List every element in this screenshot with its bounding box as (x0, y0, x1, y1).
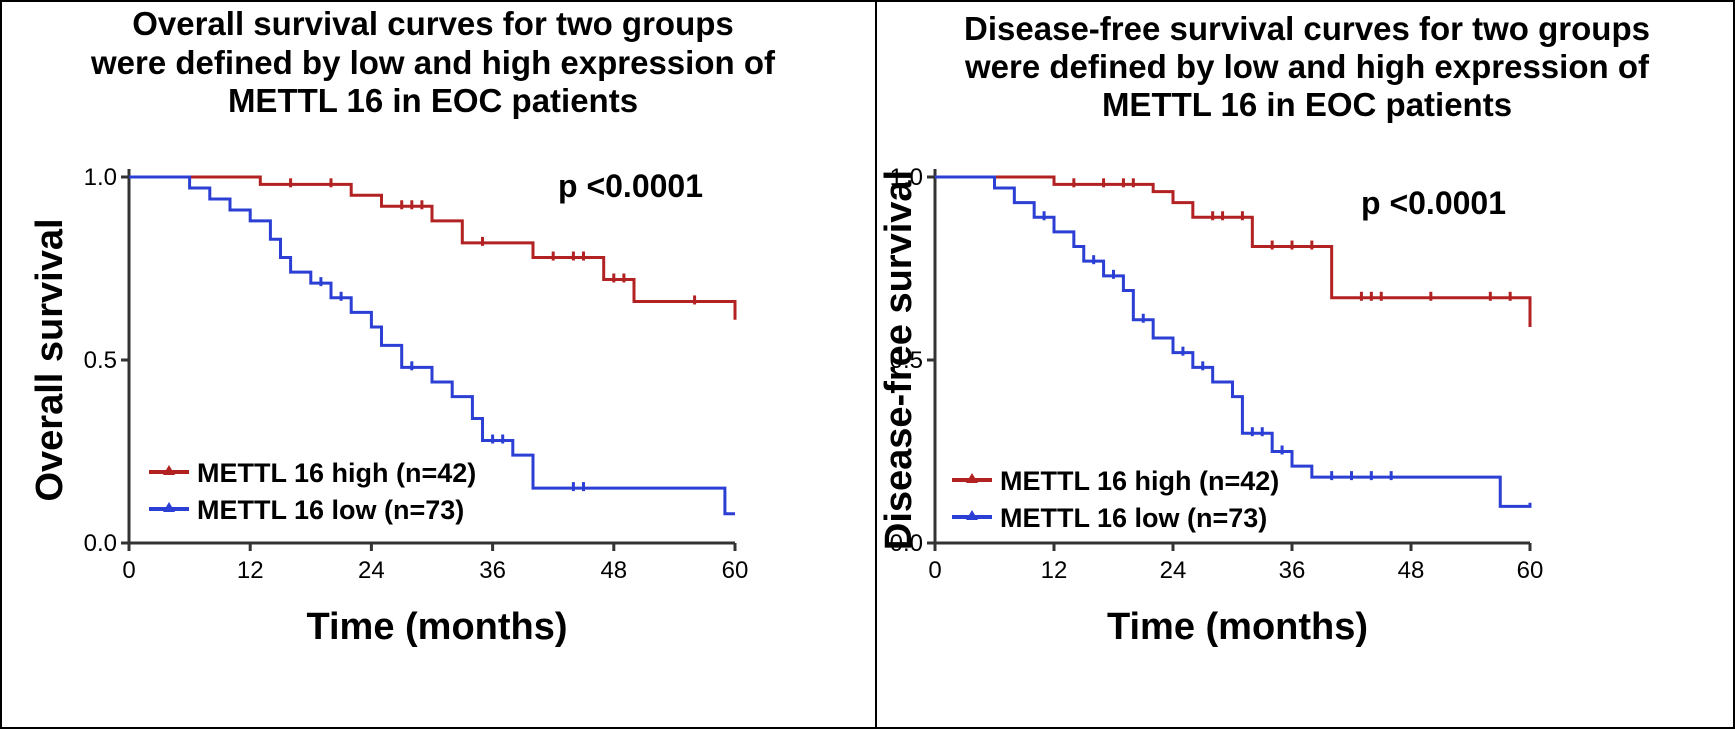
chart-title-line-2: were defined by low and high expression … (964, 48, 1650, 85)
legend-marker-icon (163, 502, 175, 512)
legend-marker-icon (966, 473, 978, 483)
disease-free-survival-panel: Disease-free survival curves for two gro… (875, 0, 1735, 729)
y-tick-label: 1.0 (84, 164, 117, 191)
legend-marker-icon (163, 465, 175, 475)
chart-title-line-1: Disease-free survival curves for two gro… (964, 10, 1650, 47)
chart-title-line-1: Overall survival curves for two groups (132, 5, 734, 42)
x-axis-label: Time (months) (1107, 606, 1368, 648)
chart-title-line-2: were defined by low and high expression … (90, 44, 776, 81)
p-value-annotation: p <0.0001 (558, 168, 703, 204)
x-tick-label: 24 (1160, 557, 1187, 584)
series-high-curve (129, 175, 737, 320)
chart-title-line-3: METTL 16 in EOC patients (1102, 86, 1512, 123)
series-high-curve (935, 175, 1532, 328)
chart-title-line-3: METTL 16 in EOC patients (228, 82, 638, 119)
y-tick-label: 1.0 (890, 164, 923, 191)
series-low-curve (129, 175, 735, 516)
x-tick-label: 0 (928, 557, 941, 584)
y-tick-label: 0.5 (890, 347, 923, 374)
legend-label-low: METTL 16 low (n=73) (197, 495, 464, 525)
series-low-curve (935, 175, 1532, 508)
y-tick-label: 0.5 (84, 347, 117, 374)
p-value-annotation: p <0.0001 (1361, 185, 1506, 221)
x-tick-label: 36 (479, 557, 506, 584)
legend-label-low: METTL 16 low (n=73) (1000, 503, 1267, 533)
legend-label-high: METTL 16 high (n=42) (197, 458, 476, 488)
x-tick-label: 12 (1041, 557, 1068, 584)
x-tick-label: 60 (722, 557, 749, 584)
x-tick-label: 36 (1279, 557, 1306, 584)
y-tick-label: 0.0 (84, 530, 117, 557)
x-tick-label: 24 (358, 557, 385, 584)
y-tick-label: 0.0 (890, 530, 923, 557)
legend-label-high: METTL 16 high (n=42) (1000, 466, 1279, 496)
y-axis-label: Overall survival (29, 218, 71, 501)
x-tick-label: 48 (1398, 557, 1425, 584)
x-tick-label: 48 (600, 557, 627, 584)
x-tick-label: 12 (237, 557, 264, 584)
x-tick-label: 60 (1517, 557, 1544, 584)
legend-marker-icon (966, 510, 978, 520)
y-axis-label: Disease-free survival (878, 170, 920, 550)
disease-free-survival-chart: Disease-free survival curves for two gro… (878, 10, 1650, 648)
x-axis-label: Time (months) (306, 606, 567, 648)
x-tick-label: 0 (122, 557, 135, 584)
overall-survival-chart: Overall survival curves for two groupswe… (29, 5, 776, 648)
overall-survival-panel: Overall survival curves for two groups we… (0, 0, 877, 729)
